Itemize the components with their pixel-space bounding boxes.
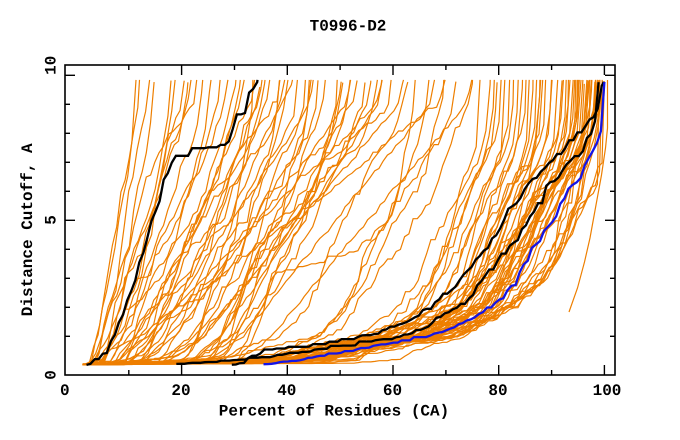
- svg-text:T0996-D2: T0996-D2: [310, 18, 387, 36]
- svg-text:40: 40: [277, 382, 296, 400]
- svg-text:0: 0: [60, 382, 70, 400]
- svg-text:80: 80: [488, 382, 507, 400]
- svg-text:100: 100: [593, 382, 622, 400]
- svg-text:Distance Cutoff, A: Distance Cutoff, A: [19, 143, 37, 316]
- svg-text:0: 0: [43, 370, 61, 380]
- svg-text:5: 5: [43, 215, 61, 225]
- svg-text:20: 20: [171, 382, 190, 400]
- svg-text:60: 60: [383, 382, 402, 400]
- svg-text:Percent of Residues (CA): Percent of Residues (CA): [219, 403, 449, 421]
- svg-text:10: 10: [43, 56, 61, 75]
